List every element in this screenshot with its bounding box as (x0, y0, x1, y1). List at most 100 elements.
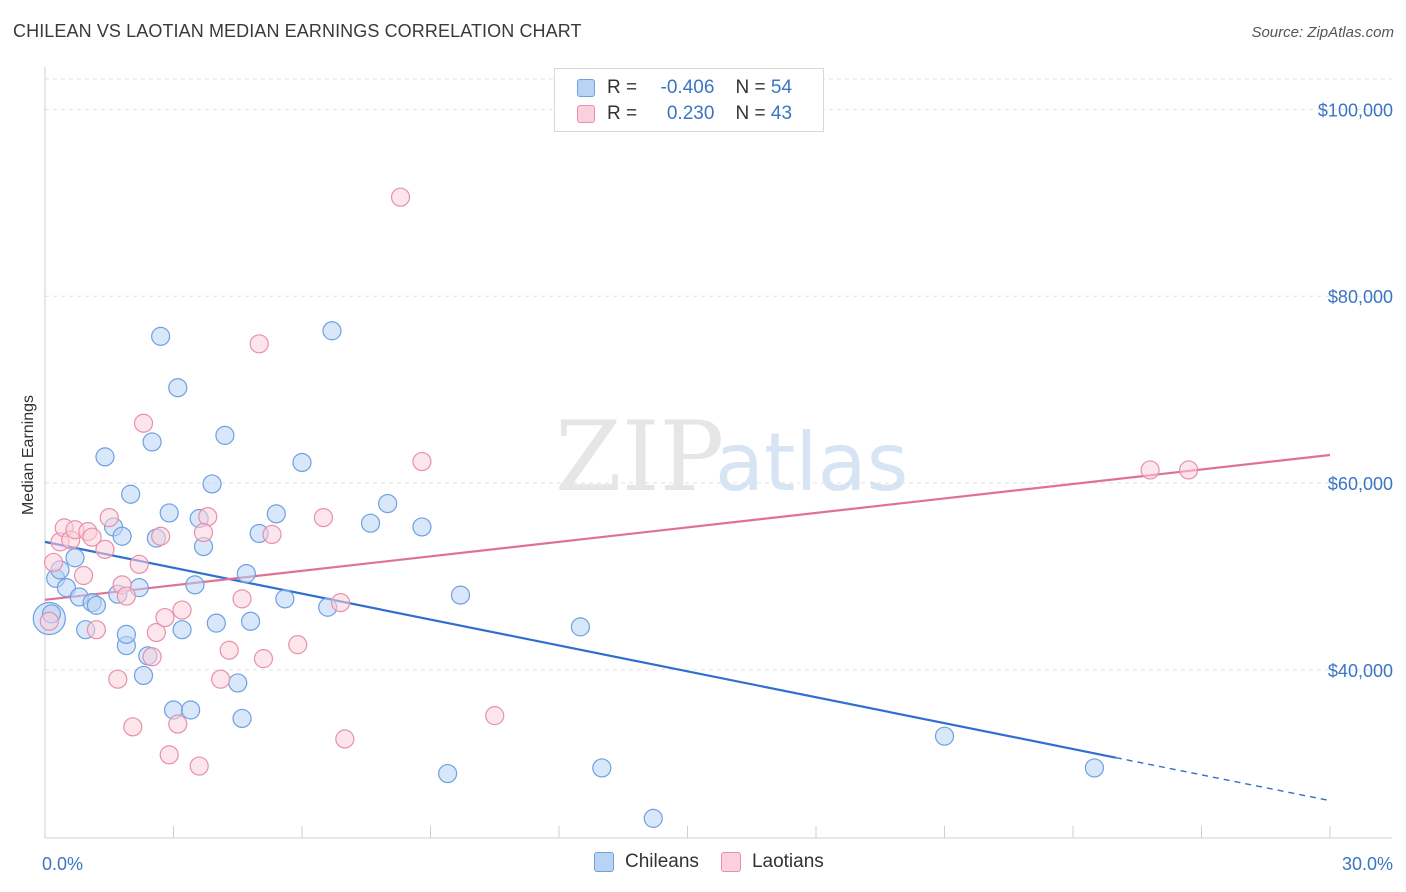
data-point (249, 334, 269, 354)
x-tick-label: 0.0% (42, 854, 83, 874)
trend-line-laotians (44, 453, 1331, 601)
data-point (193, 522, 214, 543)
data-point (159, 503, 179, 523)
data-point (116, 586, 136, 606)
data-point (228, 673, 248, 693)
laotians-legend-swatch (720, 852, 741, 872)
n-value: 43 (770, 103, 793, 124)
y-tick-labels: $100,000 $80,000 $60,000 $40,000 (1318, 100, 1393, 680)
series-chileans (32, 321, 1105, 828)
trend-line-chileans (44, 540, 1117, 759)
chart-title: CHILEAN VS LAOTIAN MEDIAN EARNINGS CORRE… (13, 21, 582, 41)
stats-legend-row-chileans: R = -0.406 N = 54 (577, 76, 792, 100)
legend-item-laotians: Laotians (720, 851, 824, 873)
n-value: 54 (770, 77, 793, 98)
data-point (450, 585, 471, 605)
series-laotians (39, 187, 1199, 776)
r-label: R = (607, 103, 638, 124)
legend-label-laotians: Laotians (751, 851, 824, 872)
legend-item-chileans: Chileans (594, 851, 699, 873)
data-point (592, 758, 612, 778)
data-point (142, 647, 162, 667)
data-point (360, 513, 381, 533)
data-point (292, 452, 312, 473)
data-point (151, 326, 171, 346)
data-point (133, 665, 154, 686)
data-point (253, 649, 274, 669)
data-point (322, 321, 342, 341)
data-point (643, 808, 663, 828)
x-tick-label: 30.0% (1342, 854, 1393, 874)
data-point (155, 607, 175, 628)
data-point (181, 700, 201, 720)
data-point (934, 726, 955, 746)
data-point (142, 432, 162, 452)
data-point (95, 447, 115, 467)
data-point (570, 617, 591, 637)
data-point (172, 600, 192, 620)
y-tick-label: $80,000 (1328, 287, 1393, 307)
legend-label-chileans: Chileans (625, 851, 699, 872)
data-point (412, 517, 432, 537)
y-tick-label: $40,000 (1328, 661, 1393, 681)
y-tick-label: $60,000 (1328, 474, 1393, 494)
data-point (86, 595, 107, 615)
y-axis-label: Median Earnings (20, 395, 37, 515)
source-label: Source: ZipAtlas.com (1251, 24, 1394, 41)
r-value: -0.406 (660, 77, 715, 98)
data-point (236, 564, 256, 584)
chileans-swatch (577, 79, 595, 97)
data-point (390, 187, 411, 207)
x-tick-labels: 0.0% 30.0% (42, 854, 1393, 874)
data-point (95, 539, 115, 559)
data-point (378, 493, 398, 514)
data-point (438, 763, 458, 784)
data-point (211, 669, 231, 689)
trend-lines (44, 453, 1331, 802)
data-point (288, 635, 308, 655)
data-point (275, 589, 295, 609)
data-point (99, 507, 119, 528)
data-point (108, 669, 128, 689)
data-point (116, 624, 136, 644)
data-point (232, 589, 252, 609)
data-point (485, 706, 505, 726)
data-point (129, 554, 149, 574)
data-point (262, 524, 282, 545)
data-point (121, 484, 141, 504)
data-point (86, 620, 107, 640)
data-point (206, 613, 226, 633)
y-tick-label: $100,000 (1318, 100, 1393, 120)
data-point (185, 575, 205, 595)
r-value: 0.230 (666, 103, 715, 124)
n-label: N = (735, 103, 766, 124)
data-point (172, 620, 192, 640)
data-point (412, 451, 432, 472)
data-point (202, 474, 222, 494)
data-point (112, 526, 132, 546)
data-point (1084, 758, 1105, 778)
data-point (241, 611, 261, 631)
r-label: R = (607, 77, 638, 98)
data-point (189, 756, 209, 776)
watermark: ZIP atlas (555, 401, 908, 513)
laotians-swatch (577, 105, 595, 123)
stats-legend: R = -0.406 N = 54 R = 0.230 N = 43 (554, 68, 824, 132)
series-legend: Chileans Laotians (594, 851, 846, 873)
n-label: N = (735, 77, 766, 98)
data-point (219, 640, 239, 660)
data-point (1140, 460, 1160, 480)
data-point (39, 611, 59, 631)
data-point (335, 729, 355, 749)
data-point (168, 714, 188, 734)
data-point (159, 745, 179, 765)
data-point (1179, 460, 1199, 480)
data-point (313, 507, 334, 528)
data-point (56, 578, 77, 598)
data-point (146, 622, 166, 643)
data-point (168, 378, 188, 398)
data-point (43, 552, 64, 573)
data-point (73, 565, 94, 586)
chileans-legend-swatch (594, 852, 614, 872)
